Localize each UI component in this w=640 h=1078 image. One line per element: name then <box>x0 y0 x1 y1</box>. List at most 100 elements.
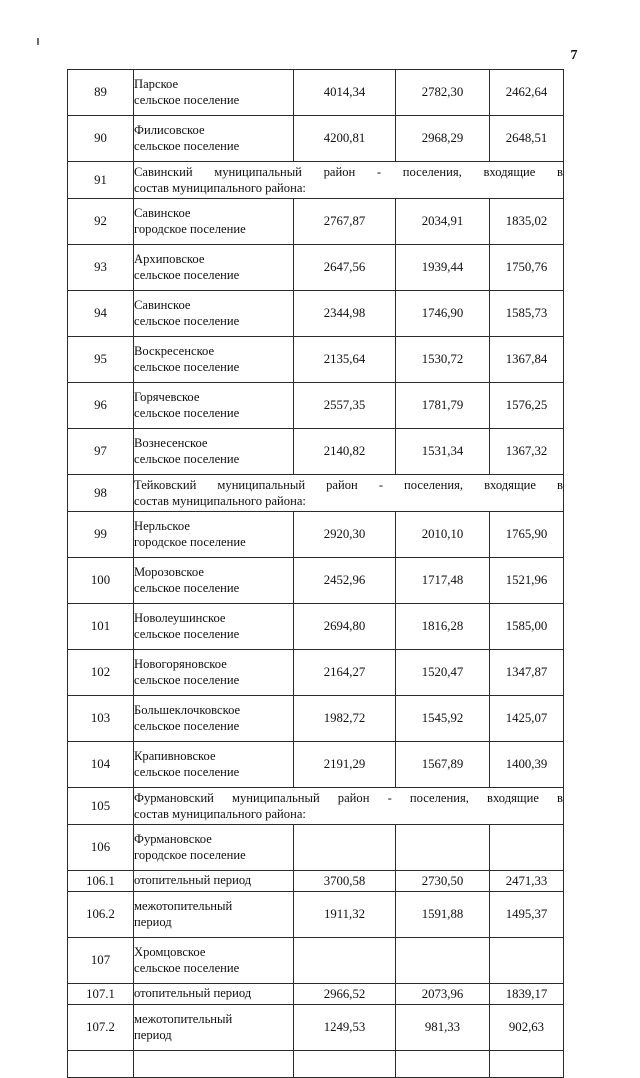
tariff-value-cell-3: 1400,39 <box>489 741 564 788</box>
tariff-value-cell-2 <box>395 1050 490 1078</box>
settlement-name-line-2: городское поселение <box>134 221 246 236</box>
settlement-name-line-1: Воскресенское <box>134 343 215 358</box>
table-row: 98 Тейковский муниципальный район - посел… <box>67 474 564 512</box>
row-number-cell: 105 <box>67 787 134 825</box>
tariff-value-cell-1: 2767,87 <box>293 198 396 245</box>
table-row: 97 Вознесенское сельское поселение 2140,82 1… <box>67 428 564 475</box>
tariff-value-cell-3: 1585,00 <box>489 603 564 650</box>
tariff-value-cell-1: 3700,58 <box>293 870 396 892</box>
tariff-value-cell-3 <box>489 1050 564 1078</box>
tariff-value-cell-3: 2471,33 <box>489 870 564 892</box>
settlement-name-cell: Крапивновское сельское поселение <box>133 741 294 788</box>
settlement-name-line-1: отопительный период <box>134 986 252 1001</box>
tariff-value-cell-1: 2557,35 <box>293 382 396 429</box>
tariff-value-cell-2: 1746,90 <box>395 290 490 337</box>
tariff-value-cell-1: 2344,98 <box>293 290 396 337</box>
settlement-name-line-2: городское поселение <box>134 847 246 862</box>
settlement-name-cell: Савинское сельское поселение <box>133 290 294 337</box>
table-row: 107.2 межотопительный период 1249,53 981,33 9… <box>67 1004 564 1051</box>
settlement-name-cell: Хромцовское сельское поселение <box>133 937 294 984</box>
settlement-name-line-2: сельское поселение <box>134 764 240 779</box>
table-row: 100 Морозовское сельское поселение 2452,96 1… <box>67 557 564 604</box>
section-heading-cell: Савинский муниципальный район - поселени… <box>133 161 564 199</box>
tariff-value-cell-3: 902,63 <box>489 1004 564 1051</box>
settlement-name-cell: межотопительный период <box>133 891 294 938</box>
settlement-name-line-1: межотопительный <box>134 1011 233 1026</box>
tariff-value-cell-1: 4200,81 <box>293 115 396 162</box>
tariff-value-cell-2: 1530,72 <box>395 336 490 383</box>
table-row: 91 Савинский муниципальный район - поселе… <box>67 161 564 199</box>
settlement-name-line-1: Крапивновское <box>134 748 216 763</box>
row-number-cell: 106.2 <box>67 891 134 938</box>
table-row: 95 Воскресенское сельское поселение 2135,64… <box>67 336 564 383</box>
settlement-name-line-2: сельское поселение <box>134 313 240 328</box>
section-heading-line-2: состав муниципального района: <box>134 181 306 195</box>
tariff-value-cell-2: 1816,28 <box>395 603 490 650</box>
tariff-value-cell-3: 2462,64 <box>489 69 564 116</box>
row-number-cell: 93 <box>67 244 134 291</box>
row-number-cell: 102 <box>67 649 134 696</box>
row-number-cell: 99 <box>67 511 134 558</box>
settlement-name-line-2: сельское поселение <box>134 626 240 641</box>
settlement-name-cell: отопительный период <box>133 870 294 892</box>
table-row: 93 Архиповское сельское поселение 2647,56 19… <box>67 244 564 291</box>
tariff-value-cell-2 <box>395 824 490 871</box>
settlement-name-cell: Архиповское сельское поселение <box>133 244 294 291</box>
section-heading-line-1: Фурмановский муниципальный район - посел… <box>134 790 563 805</box>
settlement-name-line-2: сельское поселение <box>134 359 240 374</box>
settlement-name-cell: Парское сельское поселение <box>133 69 294 116</box>
settlement-name-line-2: сельское поселение <box>134 451 240 466</box>
tariff-value-cell-2: 1591,88 <box>395 891 490 938</box>
tariff-value-cell-3: 1495,37 <box>489 891 564 938</box>
section-heading-cell: Фурмановский муниципальный район - посел… <box>133 787 564 825</box>
row-number-cell: 96 <box>67 382 134 429</box>
row-number-cell: 90 <box>67 115 134 162</box>
row-number-cell: 106.1 <box>67 870 134 892</box>
table-row: 99 Нерльское городское поселение 2920,30 201… <box>67 511 564 558</box>
settlement-name-line-2: период <box>134 1027 172 1042</box>
settlement-name-line-1: Фурмановское <box>134 831 212 846</box>
tariff-value-cell-2 <box>395 937 490 984</box>
settlement-name-line-2: период <box>134 914 172 929</box>
tariff-value-cell-3: 1765,90 <box>489 511 564 558</box>
tariff-value-cell-1: 2966,52 <box>293 983 396 1005</box>
table-row: 107.1 отопительный период 2966,52 2073,96 18… <box>67 983 564 1005</box>
table-row: 104 Крапивновское сельское поселение 2191,2… <box>67 741 564 788</box>
settlement-name-cell: Горячевское сельское поселение <box>133 382 294 429</box>
settlement-name-line-1: Вознесенское <box>134 435 208 450</box>
tariff-value-cell-1: 4014,34 <box>293 69 396 116</box>
tariff-value-cell-1: 1982,72 <box>293 695 396 742</box>
tariff-value-cell-1: 2164,27 <box>293 649 396 696</box>
tariff-value-cell-3: 1347,87 <box>489 649 564 696</box>
settlement-name-line-1: Савинское <box>134 297 191 312</box>
tariff-value-cell-2: 2034,91 <box>395 198 490 245</box>
tariff-value-cell-1: 2191,29 <box>293 741 396 788</box>
section-heading-line-2: состав муниципального района: <box>134 807 306 821</box>
row-number-cell <box>67 1050 134 1078</box>
row-number-cell: 95 <box>67 336 134 383</box>
tariff-value-cell-2: 1939,44 <box>395 244 490 291</box>
settlement-name-cell: Морозовское сельское поселение <box>133 557 294 604</box>
section-heading-line-1: Тейковский муниципальный район - поселен… <box>134 477 563 492</box>
tariff-value-cell-2: 2968,29 <box>395 115 490 162</box>
settlement-name-cell: Фурмановское городское поселение <box>133 824 294 871</box>
table-row: 106 Фурмановское городское поселение <box>67 824 564 871</box>
settlement-name-cell: Новогоряновское сельское поселение <box>133 649 294 696</box>
tariff-value-cell-2: 1567,89 <box>395 741 490 788</box>
settlement-name-line-1: Новогоряновское <box>134 656 227 671</box>
settlement-name-line-1: Хромцовское <box>134 944 206 959</box>
tariff-value-cell-3: 1750,76 <box>489 244 564 291</box>
row-number-cell: 94 <box>67 290 134 337</box>
table-row: 103 Большеклочковское сельское поселение 19… <box>67 695 564 742</box>
tariff-value-cell-1: 2452,96 <box>293 557 396 604</box>
tariff-value-cell-1: 2135,64 <box>293 336 396 383</box>
table-row: 107 Хромцовское сельское поселение <box>67 937 564 984</box>
tariff-value-cell-2: 1545,92 <box>395 695 490 742</box>
table-row: 105 Фурмановский муниципальный район - по… <box>67 787 564 825</box>
section-heading-line-2: состав муниципального района: <box>134 494 306 508</box>
table-row <box>67 1050 564 1078</box>
settlement-name-line-1: Филисовское <box>134 122 205 137</box>
tariff-value-cell-3: 1367,32 <box>489 428 564 475</box>
tariff-value-cell-2: 1781,79 <box>395 382 490 429</box>
row-number-cell: 106 <box>67 824 134 871</box>
